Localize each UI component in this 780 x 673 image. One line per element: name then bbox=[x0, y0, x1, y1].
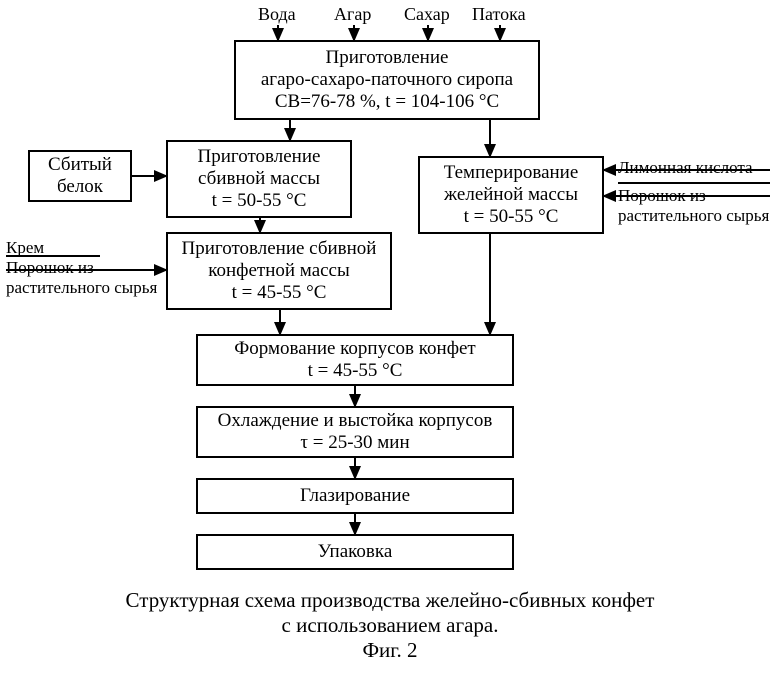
n1-syrup-line0: Приготовление bbox=[326, 47, 449, 69]
caption-line2: с использованием агара. bbox=[0, 613, 780, 638]
in-patoka: Патока bbox=[472, 4, 526, 25]
caption-line3: Фиг. 2 bbox=[0, 638, 780, 663]
n2-sbivnaya: Приготовлениесбивной массыt = 50-55 °С bbox=[166, 140, 352, 218]
caption-line1: Структурная схема производства желейно-с… bbox=[0, 588, 780, 613]
n3-temper-line2: t = 50-55 °С bbox=[464, 206, 559, 228]
n1-syrup-line1: агаро-сахаро-паточного сиропа bbox=[261, 69, 513, 91]
caption: Структурная схема производства желейно-с… bbox=[0, 588, 780, 663]
flowchart-canvas: Приготовлениеагаро-сахаро-паточного сиро… bbox=[0, 0, 780, 673]
n6-cool-line1: τ = 25-30 мин bbox=[300, 432, 409, 454]
n4-konfet: Приготовление сбивнойконфетной массыt = … bbox=[166, 232, 392, 310]
sl-porosh1: Порошок из bbox=[618, 186, 706, 206]
n8-pack: Упаковка bbox=[196, 534, 514, 570]
n1-syrup: Приготовлениеагаро-сахаро-паточного сиро… bbox=[234, 40, 540, 120]
n1-syrup-line2: СВ=76-78 %, t = 104-106 °С bbox=[275, 91, 499, 113]
n5-form: Формование корпусов конфетt = 45-55 °С bbox=[196, 334, 514, 386]
n7-glaze-line0: Глазирование bbox=[300, 485, 410, 507]
n6-cool: Охлаждение и выстойка корпусовτ = 25-30 … bbox=[196, 406, 514, 458]
n4-konfet-line1: конфетной массы bbox=[208, 260, 350, 282]
sl-rast1: растительного сырья bbox=[618, 206, 769, 226]
n-belok-line0: Сбитый bbox=[48, 154, 112, 176]
in-agar: Агар bbox=[334, 4, 371, 25]
in-sahar: Сахар bbox=[404, 4, 450, 25]
n2-sbivnaya-line0: Приготовление bbox=[198, 146, 321, 168]
n-belok-line1: белок bbox=[57, 176, 103, 198]
n8-pack-line0: Упаковка bbox=[318, 541, 393, 563]
n3-temper: Темперированиежелейной массыt = 50-55 °С bbox=[418, 156, 604, 234]
n3-temper-line1: желейной массы bbox=[444, 184, 578, 206]
sl-rast2: растительного сырья bbox=[6, 278, 157, 298]
sl-porosh2: Порошок из bbox=[6, 258, 94, 278]
sl-krem: Крем bbox=[6, 238, 44, 258]
n-belok: Сбитыйбелок bbox=[28, 150, 132, 202]
n4-konfet-line0: Приготовление сбивной bbox=[182, 238, 377, 260]
sl-limon: Лимонная кислота bbox=[618, 158, 753, 178]
n3-temper-line0: Темперирование bbox=[444, 162, 579, 184]
n6-cool-line0: Охлаждение и выстойка корпусов bbox=[218, 410, 493, 432]
n5-form-line0: Формование корпусов конфет bbox=[234, 338, 476, 360]
n5-form-line1: t = 45-55 °С bbox=[308, 360, 403, 382]
n2-sbivnaya-line2: t = 50-55 °С bbox=[212, 190, 307, 212]
n4-konfet-line2: t = 45-55 °С bbox=[232, 282, 327, 304]
n7-glaze: Глазирование bbox=[196, 478, 514, 514]
n2-sbivnaya-line1: сбивной массы bbox=[198, 168, 320, 190]
in-voda: Вода bbox=[258, 4, 296, 25]
